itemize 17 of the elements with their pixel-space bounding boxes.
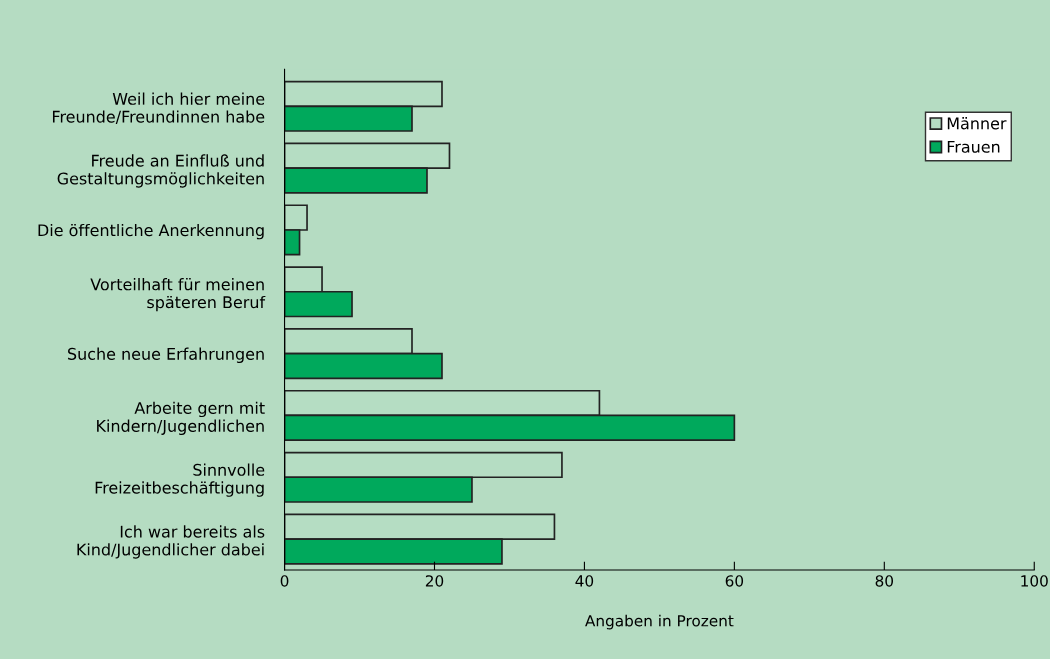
x-tick-label: 100 — [1021, 575, 1048, 587]
x-tick-label: 80 — [875, 575, 894, 587]
y-tick-label: Sinnvolle Freizeitbeschäftigung — [95, 463, 265, 497]
x-tick-label: 0 — [280, 575, 289, 587]
x-tick-label: 40 — [575, 575, 594, 587]
y-tick-label: Vorteilhaft für meinen späteren Beruf — [90, 277, 266, 312]
y-tick-label: Weil ich hier meine Freunde/Freundinnen habe — [52, 92, 265, 124]
y-tick-label: Suche neue Erfahrungen — [68, 347, 264, 364]
x-tick-label: 60 — [725, 575, 744, 587]
y-tick-label: Freude an Einfluß und Gestaltungsmöglichkeiten — [57, 154, 264, 188]
legend-label: Männer — [947, 117, 1007, 130]
y-tick-label: Die öffentliche Anerkennung — [38, 223, 264, 240]
x-tick-label: 20 — [425, 575, 444, 587]
x-axis-title: Angaben in Prozent — [585, 614, 734, 630]
legend-label: Frauen — [947, 140, 1000, 153]
y-tick-label: Arbeite gern mit Kindern/Jugendlichen — [97, 401, 265, 435]
y-tick-label: Ich war bereits als Kind/Jugendlicher dabei — [77, 525, 265, 559]
